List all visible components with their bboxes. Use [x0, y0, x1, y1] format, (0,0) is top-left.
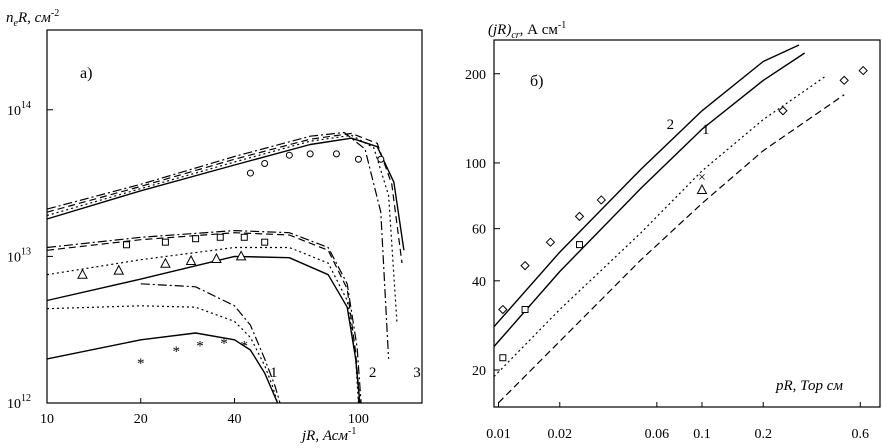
y-tick-label: 1012 — [7, 393, 31, 412]
series-line-dashed — [46, 132, 403, 264]
marker-circle — [306, 150, 314, 158]
marker-circle — [246, 169, 254, 177]
marker-circle — [377, 155, 385, 163]
marker-diamond — [574, 211, 585, 222]
x-tick-label: 20 — [134, 412, 148, 427]
curve-label: 2 — [667, 117, 675, 133]
x-tick-label: 100 — [348, 412, 369, 427]
series-line-dotted — [493, 76, 825, 378]
x-tick-label: 0.02 — [548, 427, 573, 442]
series-line-dotted — [46, 246, 359, 404]
panel-a-series — [46, 131, 405, 404]
panel-a-ylabel: neR, см-2 — [6, 8, 59, 29]
panel-a-xlabel: jR, Асм-1 — [300, 426, 356, 444]
curve-label: 2 — [369, 365, 377, 381]
panel-b-xlabel: pR, Тор см — [775, 378, 843, 394]
x-tick-label: 0.1 — [693, 427, 711, 442]
x-tick-label: 10 — [40, 412, 54, 427]
marker-cross: × — [698, 170, 706, 185]
panel-b-markers: × — [498, 65, 868, 362]
panel-b-series — [493, 44, 845, 404]
y-tick-label: 1014 — [7, 100, 31, 119]
marker-triangle — [77, 268, 88, 279]
series-line-dashed — [498, 94, 845, 404]
x-tick-label: 0.2 — [754, 427, 772, 442]
panel-a-x-ticks: 10 20 40 100 — [40, 398, 369, 427]
marker-star: * — [137, 356, 145, 372]
marker-star: * — [172, 344, 180, 360]
series-line-solid — [46, 332, 279, 404]
marker-circle — [261, 160, 269, 168]
panel-b: (jR)cr, А см-1 б) pR, Тор см 0.01 0.02 0.0… — [465, 20, 881, 442]
series-line-dashdot — [46, 230, 362, 404]
marker-diamond — [778, 106, 788, 116]
series-line-solid — [493, 52, 806, 347]
x-tick-label: 40 — [228, 412, 242, 427]
marker-star: * — [241, 339, 249, 355]
panel-b-label: б) — [530, 73, 543, 90]
marker-square — [122, 241, 130, 249]
marker-square — [575, 241, 583, 249]
marker-square — [240, 233, 248, 241]
marker-square — [161, 238, 169, 246]
curve-label: 1 — [270, 365, 278, 381]
series-line-dotted — [46, 134, 398, 324]
y-tick-label: 1013 — [7, 246, 31, 265]
marker-square — [261, 238, 269, 246]
panel-b-x-ticks: 0.01 0.02 0.06 0.1 0.2 0.6 — [486, 402, 869, 442]
marker-diamond — [545, 237, 556, 247]
x-tick-label: 0.6 — [852, 427, 870, 442]
marker-triangle — [113, 264, 125, 275]
x-tick-label: 0.06 — [645, 427, 670, 442]
marker-triangle — [211, 252, 222, 263]
series-line-dashdot — [140, 283, 281, 404]
y-tick-label: 100 — [465, 157, 486, 172]
panel-a-curve-labels: 1 2 3 — [270, 365, 421, 381]
curve-label: 3 — [413, 365, 421, 381]
series-line-dotted — [46, 305, 279, 404]
y-tick-label: 60 — [472, 223, 486, 238]
marker-star: * — [196, 339, 204, 355]
panel-a: neR, см-2 а) jR, Асм-1 10 20 40 100 1012101… — [6, 8, 423, 444]
x-tick-label: 0.01 — [486, 427, 511, 442]
series-line-solid — [493, 44, 800, 328]
marker-circle — [354, 155, 362, 163]
y-tick-label: 200 — [465, 68, 486, 83]
marker-square — [499, 354, 507, 362]
marker-triangle — [696, 183, 708, 195]
marker-square — [521, 306, 529, 314]
marker-triangle — [185, 254, 197, 266]
marker-circle — [285, 151, 293, 159]
y-tick-label: 20 — [472, 364, 486, 379]
curve-label: 1 — [702, 122, 710, 138]
panel-b-y-ticks: 20 40 60 100 200 — [465, 68, 500, 379]
y-tick-label: 40 — [472, 275, 486, 290]
series-line-dashdot — [46, 131, 390, 359]
marker-diamond — [596, 195, 607, 205]
panel-b-frame — [493, 39, 881, 408]
marker-diamond — [520, 260, 530, 271]
series-line-solid — [46, 137, 405, 251]
marker-square — [192, 235, 200, 243]
series-line-solid — [46, 255, 361, 404]
marker-square — [216, 233, 224, 241]
series-line-dashed — [46, 232, 361, 404]
panel-b-ylabel: (jR)cr, А см-1 — [488, 20, 566, 41]
marker-circle — [332, 150, 340, 158]
marker-star: * — [220, 336, 228, 352]
marker-triangle — [160, 257, 171, 268]
marker-triangle — [235, 250, 247, 261]
panel-a-markers: * * * * * — [77, 150, 385, 372]
marker-diamond — [858, 65, 868, 76]
panel-a-y-ticks: 1012 1013 1014 — [7, 100, 53, 412]
panel-a-label: а) — [80, 65, 92, 82]
marker-diamond — [839, 75, 849, 86]
marker-diamond — [498, 304, 508, 315]
